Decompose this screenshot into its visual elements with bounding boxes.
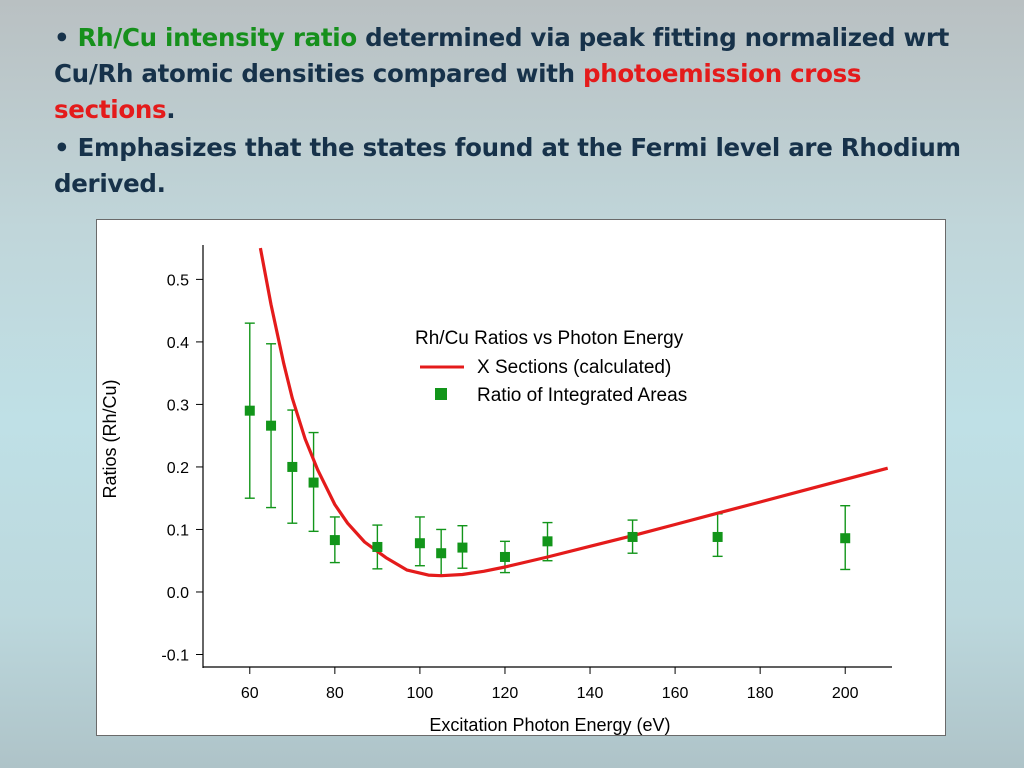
chart-axes (202, 245, 892, 668)
legend-line-label: X Sections (calculated) (477, 357, 671, 378)
data-point (308, 477, 319, 488)
data-point (436, 548, 447, 559)
data-point (840, 533, 851, 544)
chart-svg: -0.1 0.0 0.1 0.2 0.3 0.4 0.5 60 80 100 120 140 160 1… (100, 245, 892, 735)
data-point (542, 536, 553, 547)
data-point (329, 535, 340, 546)
x-tick-label: 160 (662, 685, 689, 702)
y-tick-label: 0.2 (167, 460, 189, 477)
y-tick-label: 0.3 (167, 397, 189, 414)
data-points (244, 405, 851, 562)
x-tick-label: 120 (492, 685, 519, 702)
bullet-1-red-text: photoemission cross sections (54, 59, 862, 124)
bullet-2-marker: • (54, 133, 70, 162)
chart-panel: -0.1 0.0 0.1 0.2 0.3 0.4 0.5 60 80 100 120 140 160 1… (96, 219, 946, 736)
x-tick-label: 80 (326, 685, 344, 702)
x-tick-label: 60 (241, 685, 259, 702)
legend-point-label: Ratio of Integrated Areas (477, 385, 687, 406)
y-tick-label: 0.1 (167, 522, 189, 539)
data-point (266, 420, 277, 431)
y-tick-label: -0.1 (161, 647, 189, 664)
x-tick-label: 180 (747, 685, 774, 702)
slide-bullets: • Rh/Cu intensity ratio determined via p… (54, 20, 984, 202)
y-axis-label: Ratios (Rh/Cu) (100, 379, 120, 498)
y-ticks: -0.1 0.0 0.1 0.2 0.3 0.4 0.5 (161, 272, 203, 664)
x-tick-label: 200 (832, 685, 859, 702)
bullet-1: • Rh/Cu intensity ratio determined via p… (54, 20, 984, 128)
bullet-1-marker: • (54, 23, 70, 52)
y-tick-label: 0.4 (167, 335, 189, 352)
y-tick-label: 0.5 (167, 272, 189, 289)
data-point (244, 405, 255, 416)
curve-layer (258, 247, 889, 578)
x-tick-label: 100 (407, 685, 434, 702)
bullet-2: • Emphasizes that the states found at th… (54, 130, 984, 202)
bullet-1-text-a: determined via peak fitting normalized w… (54, 23, 950, 88)
bullet-1-text-b: . (166, 95, 176, 124)
x-ticks: 60 80 100 120 140 160 180 200 (241, 667, 859, 702)
data-point (457, 542, 468, 553)
x-sections-curve (258, 247, 889, 578)
legend-title: Rh/Cu Ratios vs Photon Energy (415, 328, 684, 349)
data-point (414, 538, 425, 549)
bullet-2-text: Emphasizes that the states found at the … (54, 133, 961, 198)
data-point (372, 541, 383, 552)
x-axis-label: Excitation Photon Energy (eV) (429, 715, 670, 735)
x-tick-label: 140 (577, 685, 604, 702)
data-point (499, 551, 510, 562)
data-point (712, 531, 723, 542)
data-point (627, 531, 638, 542)
data-point (287, 461, 298, 472)
bullet-1-green-text: Rh/Cu intensity ratio (77, 23, 358, 52)
legend: Rh/Cu Ratios vs Photon Energy X Sections… (415, 328, 687, 406)
y-tick-label: 0.0 (167, 585, 189, 602)
legend-point-swatch (435, 388, 447, 400)
